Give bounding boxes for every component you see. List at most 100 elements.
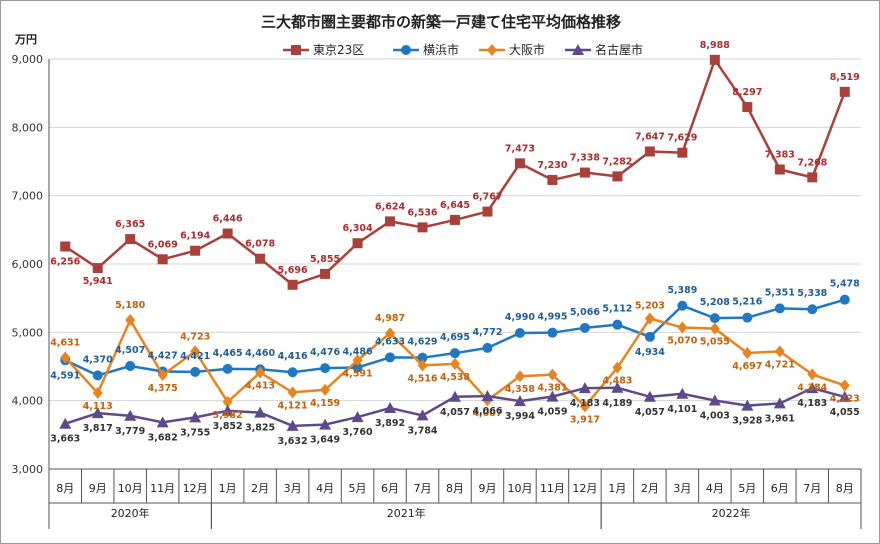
data-point-marker bbox=[742, 312, 753, 323]
data-point-marker bbox=[190, 245, 201, 256]
data-label: 5,112 bbox=[602, 304, 632, 315]
data-label: 4,413 bbox=[245, 380, 275, 391]
x-tick-label: 8月 bbox=[56, 482, 74, 495]
data-point-marker bbox=[157, 369, 168, 382]
data-point-marker bbox=[839, 294, 850, 305]
legend-label: 東京23区 bbox=[313, 43, 364, 57]
data-point-marker bbox=[806, 382, 819, 394]
data-label: 4,057 bbox=[440, 407, 470, 418]
data-label: 4,113 bbox=[83, 401, 113, 412]
data-point-marker bbox=[807, 368, 818, 381]
data-point-marker bbox=[352, 354, 363, 367]
x-tick-label: 8月 bbox=[446, 482, 464, 495]
data-point-marker bbox=[222, 395, 233, 408]
x-tick-label: 11月 bbox=[540, 482, 565, 495]
data-label: 6,767 bbox=[472, 192, 502, 203]
data-label: 4,697 bbox=[732, 361, 762, 372]
data-label: 7,647 bbox=[635, 131, 665, 142]
data-label: 4,121 bbox=[278, 400, 308, 411]
data-label: 4,189 bbox=[602, 398, 632, 409]
data-label: 4,934 bbox=[635, 347, 665, 358]
data-label: 6,645 bbox=[440, 200, 470, 211]
x-tick-label: 5月 bbox=[349, 482, 367, 495]
data-point-marker bbox=[125, 361, 136, 372]
data-point-marker bbox=[190, 345, 201, 358]
data-point-marker bbox=[807, 304, 818, 315]
data-label: 6,078 bbox=[245, 239, 275, 250]
data-label: 4,772 bbox=[472, 327, 502, 338]
data-point-marker bbox=[255, 253, 266, 264]
data-label: 5,070 bbox=[667, 336, 697, 347]
x-tick-label: 10月 bbox=[507, 482, 532, 495]
data-label: 5,351 bbox=[765, 287, 795, 298]
data-label: 4,990 bbox=[505, 312, 535, 323]
chart-title: 三大都市圏主要都市の新築一戸建て住宅平均価格推移 bbox=[261, 13, 621, 31]
data-label: 4,223 bbox=[830, 393, 860, 404]
data-label: 4,358 bbox=[505, 384, 535, 395]
data-label: 5,055 bbox=[700, 337, 730, 348]
data-point-marker bbox=[417, 359, 428, 372]
data-point-marker bbox=[643, 390, 656, 402]
data-point-marker bbox=[481, 390, 494, 402]
data-point-marker bbox=[676, 387, 689, 399]
data-point-marker bbox=[125, 314, 136, 327]
data-label: 4,055 bbox=[830, 407, 860, 418]
data-point-marker bbox=[125, 234, 136, 245]
data-point-marker bbox=[742, 347, 753, 360]
data-label: 4,003 bbox=[700, 410, 730, 421]
data-point-marker bbox=[221, 404, 234, 416]
data-label: 4,183 bbox=[797, 398, 827, 409]
data-point-marker bbox=[709, 54, 720, 65]
x-tick-label: 5月 bbox=[738, 482, 756, 495]
data-point-marker bbox=[320, 383, 331, 396]
data-label: 5,941 bbox=[83, 276, 113, 287]
data-label: 4,721 bbox=[765, 359, 795, 370]
data-point-marker bbox=[708, 394, 721, 406]
data-label: 4,633 bbox=[375, 336, 405, 347]
data-label: 4,987 bbox=[375, 313, 405, 324]
data-label: 4,375 bbox=[148, 383, 178, 394]
data-point-marker bbox=[482, 342, 493, 353]
data-point-marker bbox=[709, 313, 720, 324]
data-label: 8,519 bbox=[830, 72, 860, 83]
data-point-marker bbox=[741, 399, 754, 411]
data-label: 4,007 bbox=[472, 408, 502, 419]
legend-label: 横浜市 bbox=[423, 42, 459, 57]
x-tick-label: 7月 bbox=[414, 482, 432, 495]
year-label: 2020年 bbox=[111, 506, 150, 520]
data-label: 3,994 bbox=[505, 411, 535, 422]
data-label: 4,591 bbox=[50, 370, 80, 381]
data-point-marker bbox=[124, 409, 137, 421]
data-label: 5,855 bbox=[310, 254, 340, 265]
data-label: 5,180 bbox=[115, 300, 145, 311]
y-tick-label: 8,000 bbox=[12, 121, 44, 134]
data-point-marker bbox=[449, 390, 461, 402]
data-label: 4,416 bbox=[278, 351, 308, 362]
data-point-marker bbox=[579, 322, 590, 333]
data-label: 4,629 bbox=[407, 337, 437, 348]
data-point-marker bbox=[190, 366, 201, 377]
data-label: 6,256 bbox=[50, 257, 80, 268]
data-label: 4,476 bbox=[310, 347, 340, 358]
data-label: 3,755 bbox=[180, 427, 210, 438]
data-point-marker bbox=[677, 147, 688, 158]
data-label: 4,507 bbox=[115, 345, 145, 356]
data-point-marker bbox=[546, 390, 559, 402]
data-label: 3,961 bbox=[765, 413, 795, 424]
data-point-marker bbox=[612, 171, 623, 182]
data-label: 3,982 bbox=[213, 410, 243, 421]
data-label: 4,066 bbox=[472, 406, 502, 417]
data-point-marker bbox=[157, 254, 168, 265]
data-point-marker bbox=[352, 362, 363, 373]
data-point-marker bbox=[385, 216, 396, 227]
data-label: 3,784 bbox=[407, 425, 437, 436]
x-tick-label: 12月 bbox=[183, 482, 208, 495]
data-point-marker bbox=[579, 400, 590, 413]
y-tick-label: 4,000 bbox=[12, 395, 44, 408]
data-point-marker bbox=[709, 322, 720, 335]
y-tick-label: 3,000 bbox=[12, 463, 44, 476]
legend-label: 名古屋市 bbox=[595, 42, 643, 57]
legend-entry: 横浜市 bbox=[393, 42, 459, 57]
data-point-marker bbox=[547, 174, 558, 185]
